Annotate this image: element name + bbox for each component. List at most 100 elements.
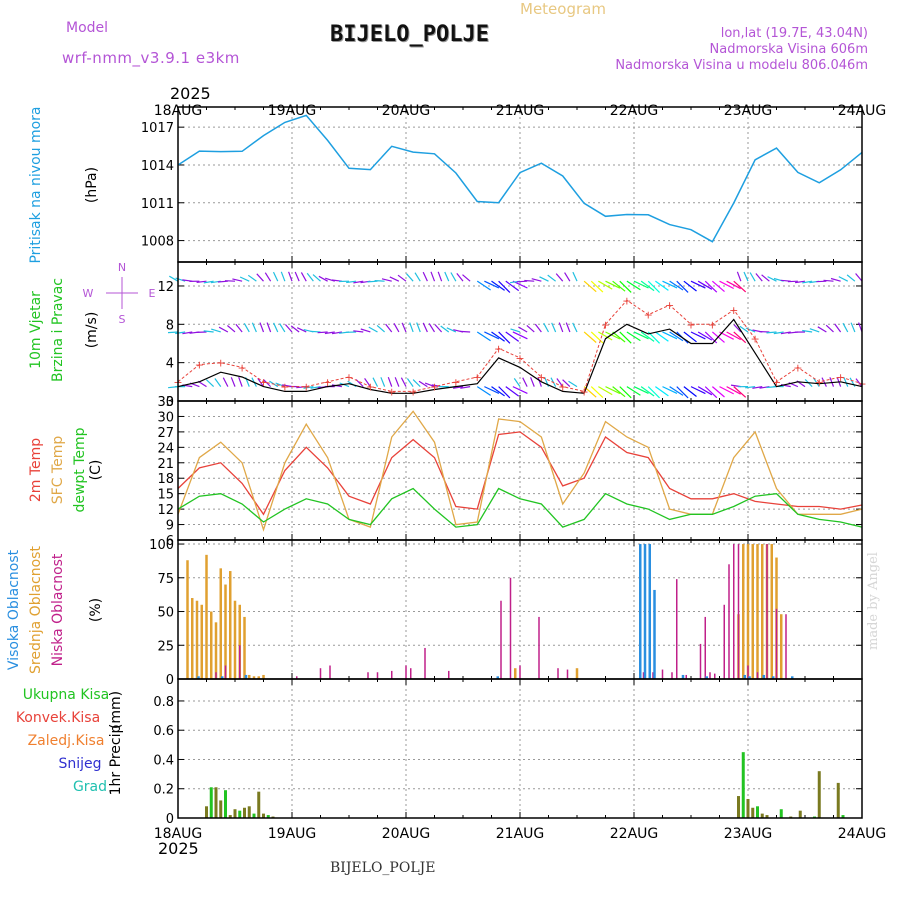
wind-arrow	[167, 331, 179, 334]
precip-bar	[779, 809, 783, 818]
y-tick-label: 1017	[141, 121, 174, 136]
wind-arrow	[498, 280, 511, 293]
wind-arrow	[767, 276, 777, 282]
low-cloud-bar	[785, 614, 787, 679]
y-tick-label: 25	[157, 639, 174, 654]
precip-bar	[798, 810, 802, 818]
wind-arrow	[619, 331, 632, 344]
wind-arrow	[389, 276, 400, 282]
wind-arrow	[306, 272, 314, 282]
high-cloud-bar	[681, 674, 685, 679]
gust-marker: +	[836, 371, 845, 384]
wind-arrow	[235, 323, 243, 333]
low-cloud-bar	[709, 672, 711, 679]
wind-arrow	[416, 322, 421, 333]
y-tick-label: 100	[149, 538, 174, 553]
wind-arrow	[733, 331, 747, 344]
wind-arrow	[196, 280, 207, 283]
high-cloud-bar	[791, 676, 794, 679]
precip-bar	[247, 806, 251, 818]
high-cloud-bar	[772, 676, 775, 679]
wind-arrow	[381, 278, 392, 282]
precip-bar	[252, 813, 256, 818]
wind-arrow	[583, 280, 597, 293]
low-cloud-bar	[661, 669, 664, 679]
gust-marker: +	[494, 342, 503, 355]
wind-arrow	[683, 386, 697, 397]
low-cloud-bar	[766, 544, 768, 679]
low-cloud-bar	[215, 672, 217, 679]
cloud-unit: (%)	[88, 598, 104, 622]
y-tick-label: 27	[157, 426, 174, 441]
wind-arrow	[590, 331, 604, 344]
wind-arrow	[733, 386, 747, 398]
station-title: BIJELO_POLJE	[330, 22, 489, 47]
low-cloud-bar	[224, 665, 227, 679]
mid-cloud-bar	[243, 616, 246, 679]
wind-arrow	[227, 325, 236, 333]
wind-arrow	[605, 331, 621, 340]
temp-title-2m: 2m Temp	[28, 438, 44, 502]
info-model-altitude: Nadmorska Visina u modelu 806.046m	[615, 58, 868, 73]
wind-arrow	[780, 331, 791, 335]
mid-cloud-bar	[514, 668, 517, 679]
wind-arrow	[203, 280, 214, 284]
wind-arrow	[414, 272, 421, 282]
mid-cloud-bar	[219, 568, 222, 679]
wind-arrow	[726, 386, 741, 395]
wind-arrow	[598, 331, 613, 341]
wind-arrow	[243, 323, 250, 333]
wind-arrow	[296, 386, 307, 389]
gust-marker: +	[302, 381, 311, 394]
wind-arrow	[476, 331, 491, 342]
y-tick-label: 6	[166, 534, 174, 549]
wind-arrow	[662, 386, 678, 394]
wind-arrow	[823, 279, 834, 282]
mid-cloud-bar	[238, 604, 241, 679]
x-tick-label-bottom: 18AUG	[154, 826, 203, 842]
wind-arrow	[401, 322, 407, 333]
wind-arrow	[440, 325, 450, 333]
y-tick-label: 0	[166, 812, 174, 827]
wind-arrow	[318, 275, 328, 282]
low-cloud-bar	[500, 600, 502, 679]
precip-bar	[209, 787, 213, 818]
wind-arrow	[662, 331, 678, 340]
mid-cloud-bar	[233, 600, 237, 679]
wind-arrow	[256, 273, 264, 282]
wind-arrow	[755, 273, 763, 282]
y-tick-label: 21	[157, 457, 174, 472]
high-cloud-bar	[643, 544, 647, 679]
wind-arrow	[372, 377, 379, 387]
mid-cloud-bar	[742, 544, 745, 679]
wind-arrow	[331, 331, 342, 335]
wind-arrow	[498, 331, 511, 344]
low-cloud-bar	[376, 672, 379, 679]
wind-arrow	[825, 324, 834, 333]
wind-arrow	[513, 378, 521, 387]
wind-arrow	[346, 280, 357, 284]
wind-arrow	[795, 280, 806, 284]
precip-title: 1hr Precip	[108, 725, 124, 796]
wind-arrow	[626, 331, 641, 342]
wind-arrow	[376, 324, 386, 333]
wind-arrow	[647, 386, 661, 399]
year-label-bottom: 2025	[158, 839, 199, 858]
gust-marker: +	[644, 309, 653, 322]
wind-arrow	[733, 280, 747, 293]
wind-arrow	[394, 377, 400, 387]
wind-arrow	[855, 378, 863, 387]
x-tick-label-bottom: 20AUG	[382, 826, 431, 842]
wind-arrow	[450, 272, 457, 282]
wind-arrow	[697, 386, 713, 396]
y-tick-label: 8	[166, 318, 174, 333]
mid-cloud-bar	[770, 544, 773, 679]
wind-arrow	[598, 386, 613, 396]
wind-arrow	[733, 324, 742, 333]
low-cloud-bar	[704, 616, 706, 679]
precip-bar	[741, 752, 745, 818]
wind-arrow	[655, 280, 669, 291]
low-cloud-bar	[557, 668, 559, 679]
x-tick-label-bottom: 24AUG	[838, 826, 887, 842]
wind-arrow	[676, 386, 689, 399]
